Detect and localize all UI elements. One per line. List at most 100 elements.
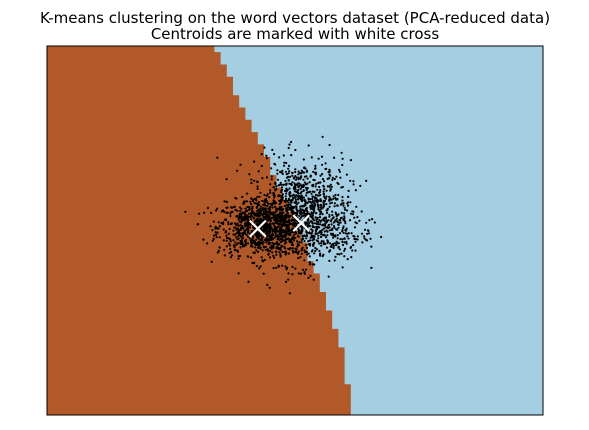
data-point bbox=[345, 209, 349, 212]
data-point bbox=[256, 195, 259, 198]
data-point bbox=[311, 184, 314, 187]
data-point bbox=[308, 255, 311, 258]
data-point bbox=[338, 221, 341, 224]
data-point bbox=[249, 218, 253, 221]
data-point bbox=[338, 232, 342, 235]
data-point bbox=[275, 185, 278, 188]
data-point bbox=[255, 202, 258, 205]
data-point bbox=[295, 190, 298, 193]
data-point bbox=[291, 171, 294, 175]
data-point bbox=[320, 200, 323, 203]
data-point bbox=[262, 245, 265, 248]
data-point bbox=[347, 195, 350, 198]
data-point bbox=[286, 223, 289, 227]
data-point bbox=[293, 221, 296, 224]
data-point bbox=[268, 241, 271, 244]
data-point bbox=[308, 224, 312, 228]
data-point bbox=[289, 201, 292, 204]
data-point bbox=[276, 169, 279, 172]
data-point bbox=[248, 208, 251, 211]
data-point bbox=[346, 204, 350, 207]
data-point bbox=[286, 206, 289, 209]
data-point bbox=[240, 215, 243, 218]
data-point bbox=[343, 241, 346, 244]
data-point bbox=[287, 146, 290, 150]
data-point bbox=[263, 228, 266, 231]
data-point bbox=[302, 209, 305, 212]
data-point bbox=[255, 234, 259, 237]
data-point bbox=[325, 211, 329, 214]
data-point bbox=[332, 221, 335, 224]
data-point bbox=[229, 256, 233, 259]
data-point bbox=[239, 206, 242, 209]
data-point bbox=[283, 164, 286, 167]
data-point bbox=[322, 201, 325, 204]
data-point bbox=[276, 172, 279, 175]
data-point bbox=[348, 219, 352, 222]
data-point bbox=[326, 177, 329, 180]
data-point bbox=[304, 183, 307, 186]
data-point bbox=[337, 223, 340, 226]
data-point bbox=[260, 256, 263, 259]
data-point bbox=[318, 213, 321, 216]
data-point bbox=[360, 232, 364, 235]
data-point bbox=[246, 192, 249, 195]
data-point bbox=[272, 186, 275, 189]
data-point bbox=[245, 209, 248, 212]
data-point bbox=[294, 184, 297, 187]
data-point bbox=[324, 242, 327, 246]
data-point bbox=[342, 218, 345, 221]
data-point bbox=[265, 154, 268, 157]
data-point bbox=[228, 251, 231, 255]
data-point bbox=[218, 225, 222, 228]
data-point bbox=[333, 202, 336, 205]
data-point bbox=[234, 222, 237, 225]
data-point bbox=[319, 254, 322, 257]
data-point bbox=[331, 228, 334, 231]
data-point bbox=[238, 215, 241, 218]
data-point bbox=[307, 197, 310, 200]
data-point bbox=[311, 215, 314, 218]
data-point bbox=[306, 219, 310, 222]
data-point bbox=[355, 205, 358, 208]
data-point bbox=[337, 242, 340, 245]
data-point bbox=[281, 223, 284, 226]
data-point bbox=[301, 199, 304, 202]
data-point bbox=[261, 241, 264, 245]
data-point bbox=[311, 200, 315, 203]
data-point bbox=[291, 181, 294, 184]
data-point bbox=[370, 266, 373, 269]
data-point bbox=[331, 214, 334, 217]
data-point bbox=[330, 185, 333, 188]
data-point bbox=[289, 231, 293, 234]
data-point bbox=[340, 216, 343, 219]
data-point bbox=[301, 237, 304, 240]
data-point bbox=[272, 245, 275, 248]
data-point bbox=[366, 229, 370, 232]
data-point bbox=[314, 171, 318, 174]
data-point bbox=[262, 272, 265, 275]
data-point bbox=[259, 247, 262, 250]
data-point bbox=[229, 240, 232, 243]
data-point bbox=[321, 135, 324, 138]
data-point bbox=[258, 195, 261, 198]
data-point bbox=[331, 176, 334, 179]
data-point bbox=[321, 228, 324, 231]
data-point bbox=[290, 219, 293, 222]
data-point bbox=[268, 215, 271, 218]
data-point bbox=[271, 251, 274, 254]
data-point bbox=[275, 245, 278, 248]
data-point bbox=[232, 239, 235, 242]
data-point bbox=[214, 225, 217, 228]
data-point bbox=[206, 242, 209, 245]
data-point bbox=[294, 211, 297, 214]
data-point bbox=[253, 217, 256, 220]
data-point bbox=[246, 205, 249, 209]
data-point bbox=[309, 236, 312, 239]
data-point bbox=[237, 232, 240, 235]
data-point bbox=[215, 236, 218, 239]
data-point bbox=[275, 250, 278, 253]
data-point bbox=[277, 225, 280, 228]
data-point bbox=[303, 271, 306, 274]
